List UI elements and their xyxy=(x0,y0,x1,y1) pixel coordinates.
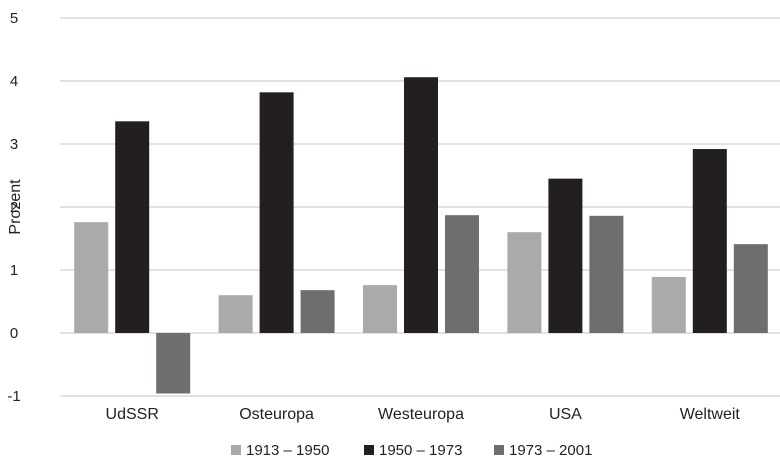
bar-2-usa xyxy=(548,178,583,333)
category-label: UdSSR xyxy=(106,406,159,423)
legend-swatch xyxy=(494,445,504,455)
category-label: Osteuropa xyxy=(239,406,314,423)
y-tick-label: 4 xyxy=(10,73,18,90)
category-label: Weltweit xyxy=(680,406,741,423)
bar-3-osteuropa xyxy=(300,290,335,333)
bar-1-usa xyxy=(507,232,542,333)
legend-swatch xyxy=(364,445,374,455)
x-axis-categories: UdSSR Osteuropa Westeuropa USA Weltweit xyxy=(106,406,741,423)
bar-1-westeuropa xyxy=(363,285,397,333)
bar-2-westeuropa xyxy=(404,77,438,333)
legend: 1913 – 1950 1950 – 1973 1973 – 2001 xyxy=(231,442,592,459)
y-tick-label: 3 xyxy=(10,136,18,153)
bar-3-usa xyxy=(589,215,624,333)
legend-label: 1950 – 1973 xyxy=(379,442,462,459)
bar-2-weltweit xyxy=(692,149,727,333)
bar-3-weltweit xyxy=(733,244,768,333)
y-tick-label: 2 xyxy=(10,199,18,216)
bar-2-udssr xyxy=(115,121,150,333)
bar-3-udssr xyxy=(156,333,191,394)
y-axis-label: Prozent xyxy=(7,179,24,235)
y-tick-label: 5 xyxy=(10,10,18,27)
legend-label: 1913 – 1950 xyxy=(246,442,329,459)
category-label: USA xyxy=(549,406,582,423)
category-label: Westeuropa xyxy=(378,406,464,423)
bars xyxy=(74,77,768,394)
bar-1-osteuropa xyxy=(218,295,253,333)
bar-2-osteuropa xyxy=(259,92,294,333)
bar-1-weltweit xyxy=(651,276,686,333)
y-axis-ticks: 5 4 3 2 1 0 -1 xyxy=(7,10,20,405)
y-tick-label: 1 xyxy=(10,262,18,279)
bar-3-westeuropa xyxy=(445,215,479,333)
legend-label: 1973 – 2001 xyxy=(509,442,592,459)
y-tick-label: -1 xyxy=(7,388,20,405)
y-tick-label: 0 xyxy=(10,325,18,342)
bar-1-udssr xyxy=(74,222,109,333)
legend-swatch xyxy=(231,445,241,455)
